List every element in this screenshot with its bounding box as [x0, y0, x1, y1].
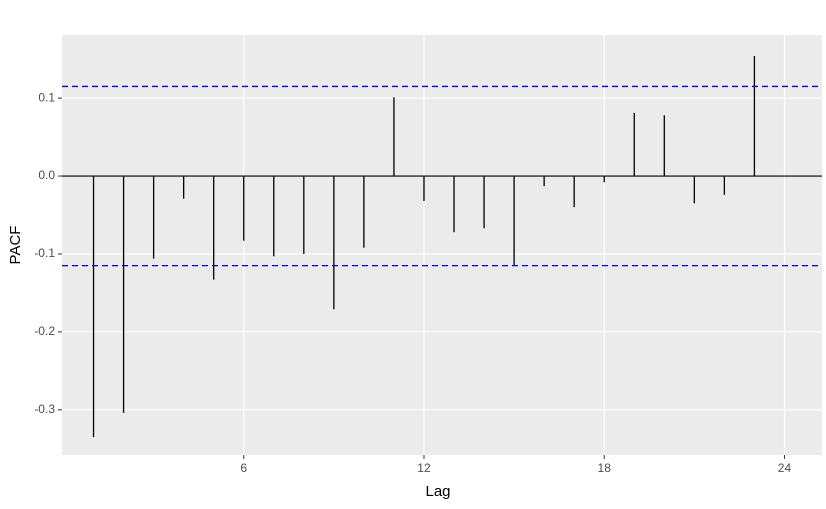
x-tick-label: 12 — [417, 461, 431, 475]
x-axis-title: Lag — [425, 483, 450, 500]
x-tick-label: 6 — [240, 461, 247, 475]
x-tick-label: 18 — [598, 461, 612, 475]
y-axis-title: PACF — [7, 226, 24, 265]
y-tick-label: -0.1 — [34, 246, 55, 260]
x-tick-label: 24 — [778, 461, 792, 475]
y-tick-label: -0.3 — [34, 402, 55, 416]
y-tick-label: -0.2 — [34, 324, 55, 338]
y-tick-label: 0.0 — [38, 168, 55, 182]
panel — [62, 35, 822, 455]
y-tick-label: 0.1 — [38, 90, 55, 104]
